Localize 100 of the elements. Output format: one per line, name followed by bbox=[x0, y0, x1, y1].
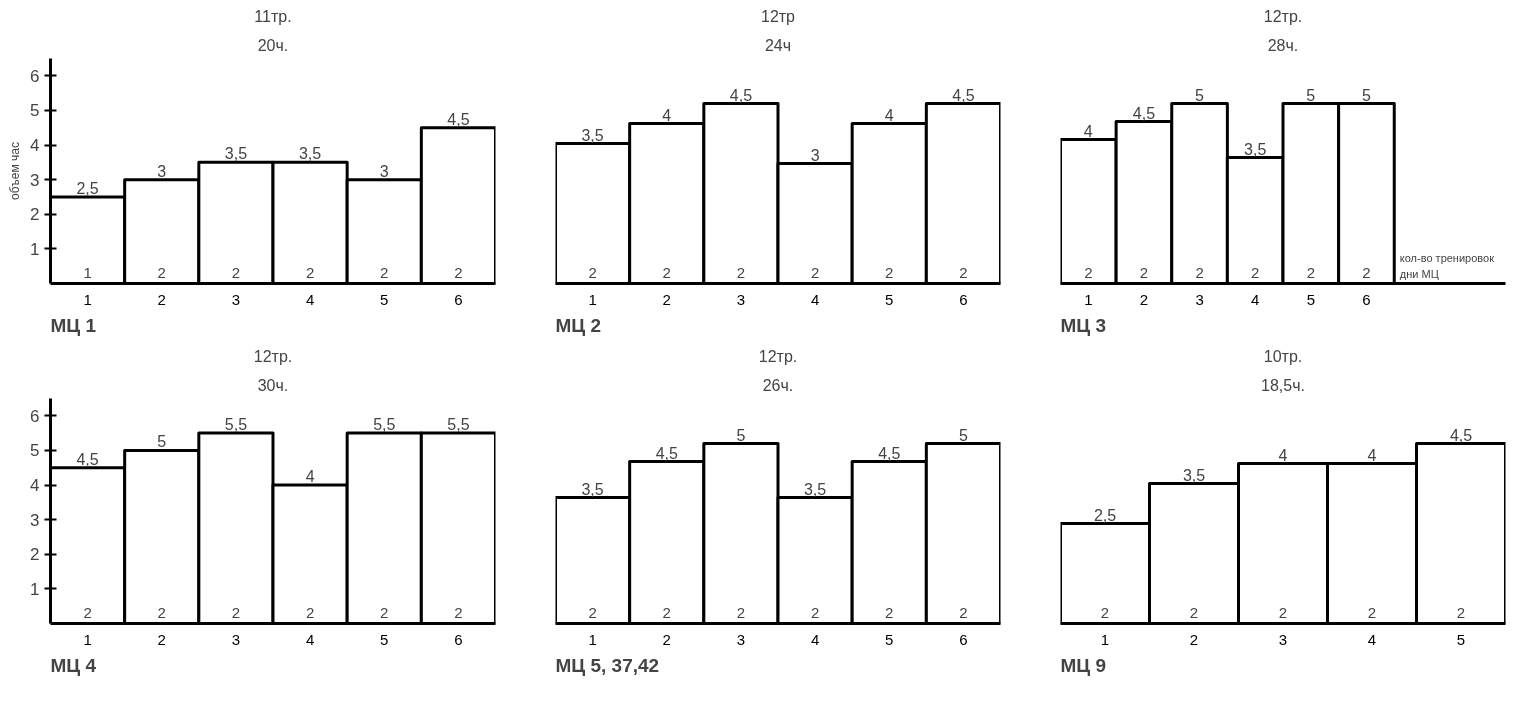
y-tick-label: 1 bbox=[30, 579, 40, 599]
data-label: 4,5 bbox=[878, 444, 901, 462]
x-tick-label: 2 bbox=[662, 630, 671, 648]
annotation: 2 bbox=[1367, 603, 1377, 621]
data-label: 4 bbox=[884, 106, 894, 124]
x-tick-label: 1 bbox=[588, 290, 597, 308]
x-tick-label: 6 bbox=[454, 290, 463, 308]
annotation: 2 bbox=[662, 603, 671, 621]
x-tick-label: 3 bbox=[736, 290, 746, 308]
x-tick-label: 3 bbox=[231, 630, 241, 648]
text: 12тр. bbox=[253, 347, 293, 365]
y-tick-label: 4 bbox=[30, 476, 40, 496]
text: кол-во тренировок bbox=[1399, 251, 1495, 264]
annotation: 2 bbox=[380, 263, 389, 281]
text: МЦ 4 bbox=[50, 654, 97, 676]
y-tick-label: 3 bbox=[30, 510, 40, 530]
text: 12тр bbox=[760, 7, 796, 25]
x-tick-label: 2 bbox=[157, 290, 166, 308]
x-tick-label: 1 bbox=[83, 630, 92, 648]
annotation: 2 bbox=[1100, 603, 1110, 621]
x-tick-label: 4 bbox=[810, 290, 820, 308]
annotation: 2 bbox=[1278, 603, 1288, 621]
text: 20ч. bbox=[257, 36, 289, 54]
x-tick-label: 5 bbox=[885, 290, 894, 308]
y-axis-title: объем час bbox=[8, 142, 23, 200]
data-label: 5 bbox=[1306, 86, 1316, 104]
data-label: 3,5 bbox=[1244, 140, 1267, 158]
text: дни МЦ bbox=[1399, 267, 1439, 280]
data-label: 5,5 bbox=[373, 416, 396, 434]
annotation: 2 bbox=[885, 603, 894, 621]
data-label: 4,5 bbox=[1449, 426, 1473, 444]
y-tick-label: 5 bbox=[30, 101, 40, 121]
x-tick-label: 5 bbox=[885, 630, 894, 648]
data-label: 4 bbox=[305, 468, 315, 486]
annotation: 2 bbox=[454, 603, 463, 621]
x-tick-label: 4 bbox=[1367, 630, 1377, 648]
data-label: 2,5 bbox=[1093, 506, 1117, 524]
x-tick-label: 6 bbox=[1362, 290, 1371, 308]
text: 24ч bbox=[764, 36, 792, 54]
annotation: 2 bbox=[736, 263, 746, 281]
data-label: 3,5 bbox=[298, 145, 322, 163]
text: МЦ 3 bbox=[1060, 314, 1107, 336]
annotation: 2 bbox=[1084, 263, 1093, 281]
data-label: 5 bbox=[1361, 86, 1371, 104]
annotation: 2 bbox=[305, 263, 315, 281]
annotation: 2 bbox=[1362, 263, 1371, 281]
annotation: 2 bbox=[454, 263, 463, 281]
text: 28ч. bbox=[1267, 36, 1299, 54]
data-label: 2,5 bbox=[76, 179, 99, 197]
data-label: 5 bbox=[157, 433, 167, 451]
x-tick-label: 2 bbox=[157, 630, 166, 648]
data-label: 3 bbox=[810, 146, 820, 164]
y-tick-label: 3 bbox=[30, 170, 40, 190]
text: 18,5ч. bbox=[1261, 376, 1305, 394]
text: 12тр. bbox=[758, 347, 798, 365]
x-tick-label: 2 bbox=[1139, 290, 1149, 308]
data-label: 4,5 bbox=[447, 110, 470, 128]
data-label: 5,5 bbox=[224, 416, 248, 434]
x-tick-label: 3 bbox=[1195, 290, 1204, 308]
x-tick-label: 3 bbox=[1278, 630, 1288, 648]
data-label: 4 bbox=[662, 106, 672, 124]
text: МЦ 5, 37,42 bbox=[555, 654, 660, 676]
x-tick-label: 2 bbox=[662, 290, 671, 308]
data-label: 5,5 bbox=[447, 416, 470, 434]
annotation: 2 bbox=[810, 603, 820, 621]
y-tick-label: 5 bbox=[30, 441, 40, 461]
text: МЦ 1 bbox=[50, 314, 97, 336]
annotation: 2 bbox=[83, 603, 92, 621]
x-tick-label: 1 bbox=[588, 630, 597, 648]
x-tick-label: 4 bbox=[1251, 290, 1260, 308]
annotation: 2 bbox=[959, 263, 968, 281]
x-tick-label: 3 bbox=[231, 290, 241, 308]
annotation: 2 bbox=[1306, 263, 1315, 281]
y-tick-label: 1 bbox=[30, 239, 40, 259]
annotation: 2 bbox=[662, 263, 671, 281]
annotation: 2 bbox=[588, 603, 597, 621]
text: МЦ 9 bbox=[1060, 654, 1107, 676]
data-label: 5 bbox=[1195, 86, 1205, 104]
annotation: 2 bbox=[885, 263, 894, 281]
text: МЦ 2 bbox=[555, 314, 602, 336]
x-tick-label: 6 bbox=[454, 630, 463, 648]
data-label: 3,5 bbox=[1182, 466, 1206, 484]
x-tick-label: 3 bbox=[736, 630, 746, 648]
annotation: 2 bbox=[1251, 263, 1260, 281]
annotation: 2 bbox=[231, 263, 241, 281]
annotation: 2 bbox=[1195, 263, 1204, 281]
x-tick-label: 5 bbox=[380, 290, 389, 308]
annotation: 2 bbox=[305, 603, 315, 621]
annotation: 2 bbox=[736, 603, 746, 621]
annotation: 2 bbox=[231, 603, 241, 621]
x-tick-label: 6 bbox=[959, 630, 968, 648]
data-label: 4,5 bbox=[1132, 104, 1156, 122]
y-tick-label: 2 bbox=[30, 205, 40, 225]
x-tick-label: 1 bbox=[1100, 630, 1110, 648]
x-tick-label: 1 bbox=[1084, 290, 1093, 308]
annotation: 2 bbox=[1189, 603, 1199, 621]
y-tick-label: 2 bbox=[30, 545, 40, 565]
annotation: 2 bbox=[157, 263, 166, 281]
data-label: 3,5 bbox=[224, 145, 248, 163]
annotation: 2 bbox=[380, 603, 389, 621]
